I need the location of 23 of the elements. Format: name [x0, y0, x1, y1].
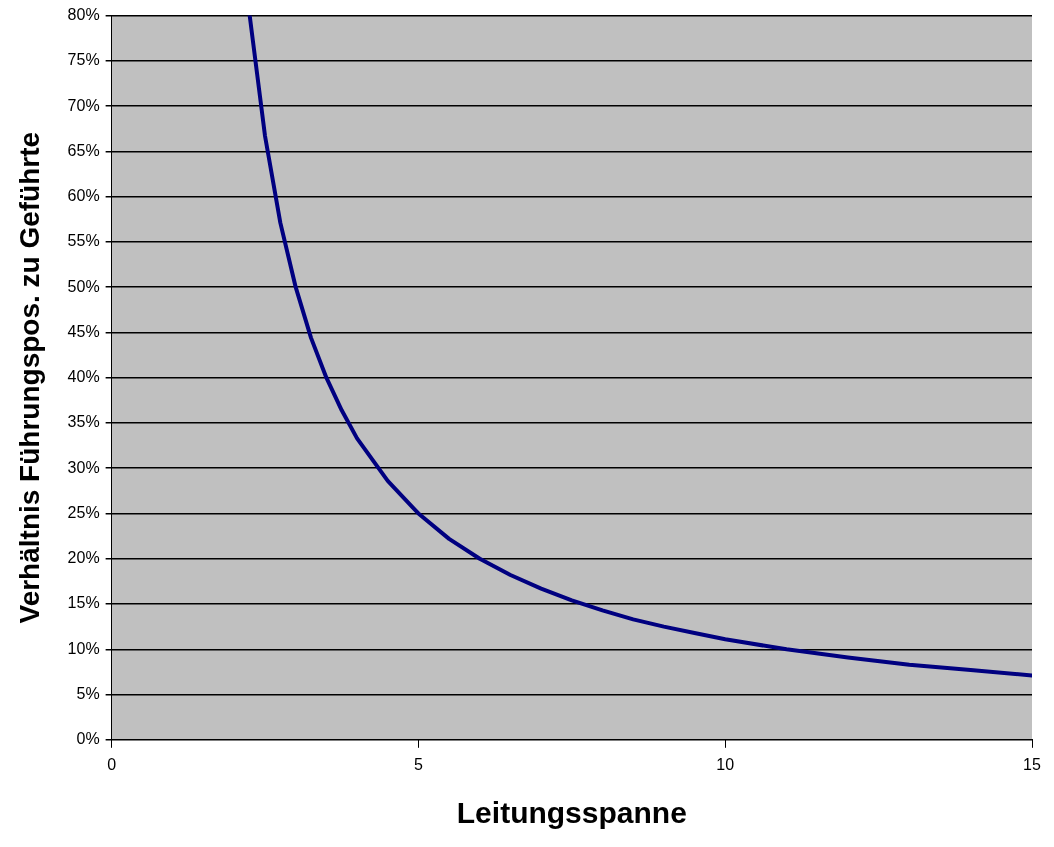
- y-tick-label: 15%: [67, 594, 100, 612]
- y-tick-label: 25%: [67, 503, 100, 521]
- y-tick-label: 80%: [67, 6, 100, 24]
- y-tick-label: 5%: [76, 684, 100, 702]
- y-tick-label: 65%: [67, 141, 100, 159]
- x-tick-label: 5: [413, 755, 423, 773]
- x-tick-label: 10: [716, 755, 735, 773]
- y-tick-label: 60%: [67, 187, 100, 205]
- y-tick-label: 50%: [67, 277, 100, 295]
- y-tick-label: 35%: [67, 413, 100, 431]
- y-tick-label: 40%: [67, 368, 100, 386]
- y-tick-label: 10%: [67, 639, 100, 657]
- x-tick-label: 15: [1023, 755, 1041, 773]
- x-axis-title: Leitungsspanne: [456, 796, 687, 830]
- y-tick-label: 0%: [76, 730, 100, 748]
- y-tick-label: 45%: [67, 322, 100, 340]
- y-axis-title: Verhältnis Führungspos. zu Geführte: [13, 131, 45, 624]
- y-tick-label: 75%: [67, 51, 100, 69]
- y-tick-label: 70%: [67, 96, 100, 114]
- y-tick-label: 20%: [67, 549, 100, 567]
- y-tick-label: 55%: [67, 232, 100, 250]
- y-tick-label: 30%: [67, 458, 100, 476]
- x-tick-label: 0: [107, 755, 117, 773]
